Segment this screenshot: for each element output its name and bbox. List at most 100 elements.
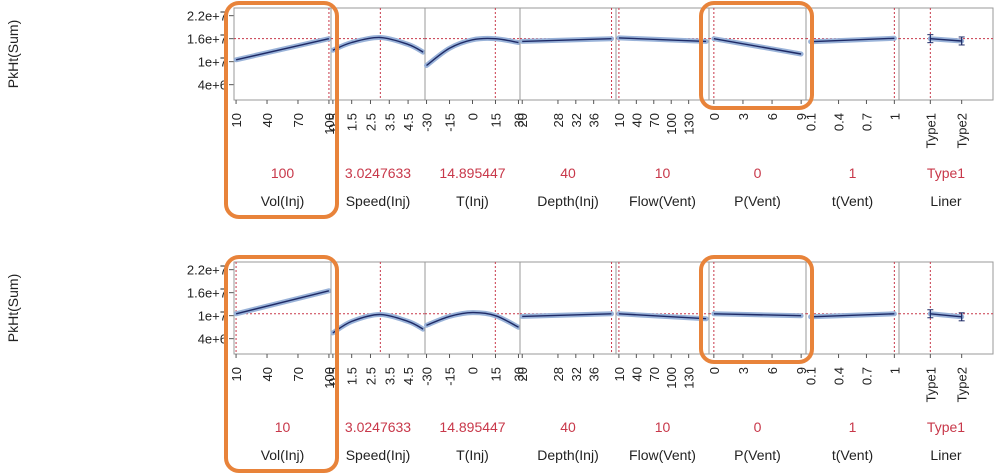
- current-value-label[interactable]: 3.0247633: [345, 165, 411, 181]
- current-value-label[interactable]: 40: [560, 165, 576, 181]
- x-tick-label: 0: [707, 367, 722, 374]
- factor-name-label: Depth(Inj): [537, 447, 598, 463]
- x-tick-label: 1.5: [345, 367, 360, 385]
- x-tick-label: 130: [682, 367, 697, 389]
- current-value-label[interactable]: Type1: [927, 419, 965, 435]
- x-tick-label: 20: [515, 367, 530, 381]
- x-tick-label: 4.5: [401, 367, 416, 385]
- x-tick-label: 3: [736, 113, 751, 120]
- x-tick-label: 0.1: [804, 367, 819, 385]
- current-value-label[interactable]: 100: [271, 165, 295, 181]
- current-value-label[interactable]: 10: [655, 419, 671, 435]
- panel-frame: [519, 261, 617, 355]
- factor-panel-t-inj-: -30 -15 0 15 30 14.895447 T(Inj): [420, 7, 526, 209]
- x-tick-label: 10: [612, 367, 627, 381]
- profile-curve: [522, 313, 612, 318]
- x-tick-label: 40: [260, 367, 275, 381]
- panel-frame: [519, 7, 617, 101]
- highlight-box-p-vent-: [699, 255, 814, 364]
- profiler-row-1: PkHt(Sum)2.2e+71.6e+71e+74e+610 40 70 10010…: [5, 1, 994, 219]
- y-tick-label: 2.2e+7: [187, 263, 227, 278]
- profile-curve: [235, 38, 330, 61]
- x-tick-label: 0.7: [859, 113, 874, 131]
- factor-panel-t-vent-: 0.1 0.4 0.7 1 1 t(Vent): [804, 261, 902, 463]
- y-tick-label: 1e+7: [198, 55, 227, 70]
- x-tick-label: 10: [229, 113, 244, 127]
- profile-curve: [235, 290, 330, 315]
- current-value-label[interactable]: 14.895447: [439, 419, 505, 435]
- panel-frame: [898, 7, 994, 101]
- x-tick-label: 0: [466, 367, 481, 374]
- x-tick-label: 0: [466, 113, 481, 120]
- x-tick-label: 10: [612, 113, 627, 127]
- current-value-label[interactable]: 0: [754, 165, 762, 181]
- panel-frame: [330, 7, 426, 101]
- factor-panel-depth-inj-: 20 28 32 36 40 Depth(Inj): [515, 261, 617, 463]
- y-tick-label: 4e+6: [198, 78, 227, 93]
- current-value-label[interactable]: Type1: [927, 165, 965, 181]
- x-tick-label: 28: [551, 113, 566, 127]
- x-tick-label: 30: [511, 367, 526, 381]
- panel-frame: [805, 261, 900, 355]
- x-tick-label: 30: [511, 113, 526, 127]
- y-tick-label: 1.6e+7: [187, 286, 227, 301]
- x-tick-label: 130: [682, 113, 697, 135]
- factor-name-label: Liner: [930, 447, 961, 463]
- current-value-label[interactable]: 1: [849, 419, 857, 435]
- y-tick-label: 1.6e+7: [187, 32, 227, 47]
- factor-name-label: Liner: [930, 193, 961, 209]
- current-value-label[interactable]: 10: [655, 165, 671, 181]
- current-value-label[interactable]: 3.0247633: [345, 419, 411, 435]
- x-tick-label: 15: [488, 113, 503, 127]
- highlight-box-p-vent-: [699, 1, 814, 110]
- x-tick-label: 4.5: [401, 113, 416, 131]
- panel-frame: [708, 261, 807, 355]
- x-tick-label: 3.5: [382, 113, 397, 131]
- profile-curve: [810, 37, 895, 43]
- x-tick-label: Type2: [955, 367, 970, 402]
- profile-curve: [426, 37, 519, 67]
- current-value-label[interactable]: 1: [849, 165, 857, 181]
- profile-curve: [332, 36, 424, 53]
- x-tick-label: 70: [647, 367, 662, 381]
- x-tick-label: 40: [629, 113, 644, 127]
- x-tick-label: 10: [229, 367, 244, 381]
- panel-frame: [330, 261, 426, 355]
- x-tick-label: 100: [322, 367, 337, 389]
- x-tick-label: -30: [420, 113, 435, 132]
- x-tick-label: 0.4: [832, 113, 847, 131]
- x-tick-label: 100: [664, 367, 679, 389]
- x-tick-label: 3: [736, 367, 751, 374]
- profile-curve: [930, 38, 962, 42]
- y-tick-label: 2.2e+7: [187, 9, 227, 24]
- current-value-label[interactable]: 10: [275, 419, 291, 435]
- highlight-box-vol-inj-: [224, 1, 339, 219]
- x-tick-label: 9: [794, 113, 809, 120]
- x-tick-label: 6: [765, 367, 780, 374]
- profile-curve: [426, 311, 519, 328]
- x-tick-label: 15: [488, 367, 503, 381]
- profile-curve: [332, 313, 424, 334]
- x-tick-label: -15: [443, 367, 458, 386]
- current-value-label[interactable]: 40: [560, 419, 576, 435]
- profile-curve: [522, 38, 612, 43]
- x-tick-label: 0.7: [859, 367, 874, 385]
- panel-frame: [424, 261, 521, 355]
- factor-name-label: P(Vent): [734, 447, 781, 463]
- factor-name-label: P(Vent): [734, 193, 781, 209]
- x-tick-label: 2.5: [363, 113, 378, 131]
- current-value-label[interactable]: 0: [754, 419, 762, 435]
- y-tick-label: 1e+7: [198, 309, 227, 324]
- x-tick-label: 40: [260, 113, 275, 127]
- factor-name-label: Speed(Inj): [346, 447, 411, 463]
- x-tick-label: 1.5: [345, 113, 360, 131]
- factor-panel-t-inj-: -30 -15 0 15 30 14.895447 T(Inj): [420, 261, 526, 463]
- x-tick-label: Type2: [955, 113, 970, 148]
- factor-panel-liner: Type1 Type2 Type1 Liner: [898, 261, 994, 463]
- profile-curve: [713, 38, 802, 55]
- current-value-label[interactable]: 14.895447: [439, 165, 505, 181]
